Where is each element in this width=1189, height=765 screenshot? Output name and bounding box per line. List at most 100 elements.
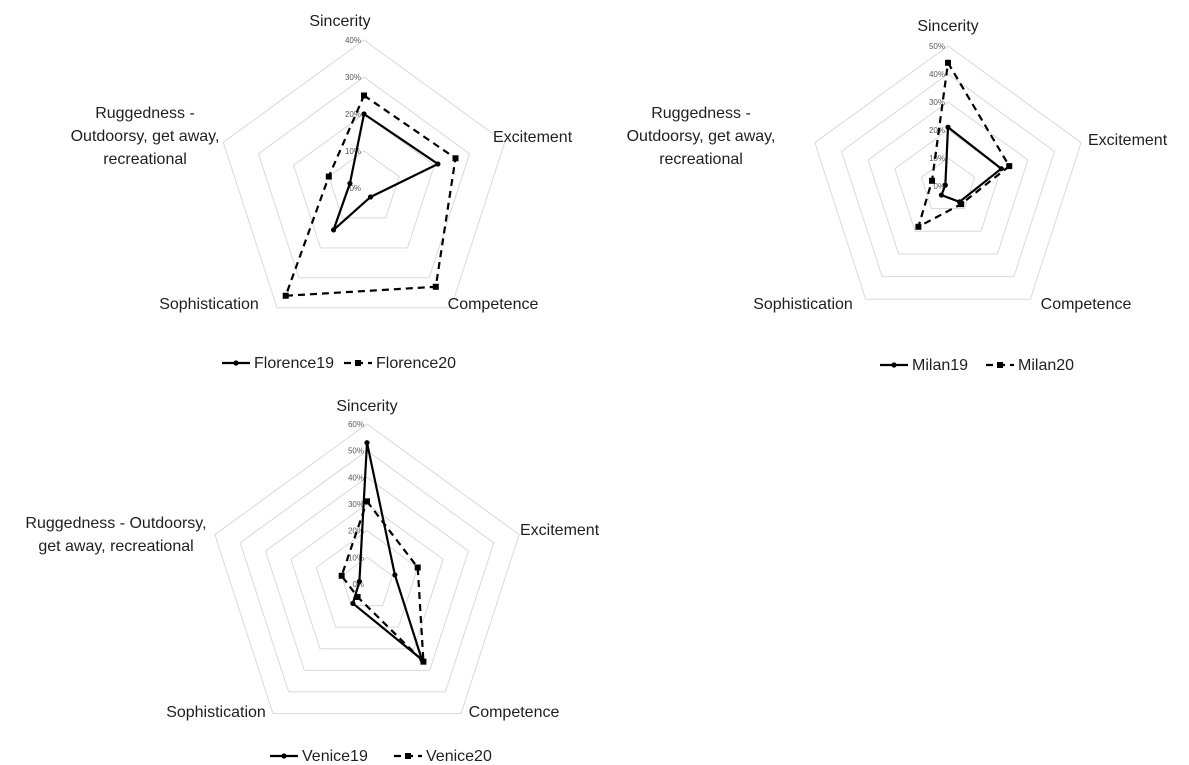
axis-label-sophistication: Sophistication <box>159 296 259 313</box>
tick-label: 50% <box>929 42 945 51</box>
data-point <box>414 564 421 571</box>
axis-label-ruggedness: Ruggedness - <box>95 105 195 122</box>
tick-label: 30% <box>929 98 945 107</box>
grid-ring <box>239 450 495 693</box>
grid-ring <box>293 113 435 249</box>
series-line <box>332 112 441 231</box>
legend: Florence19 Florence20 <box>222 355 456 372</box>
data-point <box>945 124 951 130</box>
data-point <box>356 578 362 585</box>
legend-label: Florence20 <box>376 355 456 372</box>
series-venice20 <box>338 498 427 665</box>
legend-label: Milan20 <box>1018 357 1074 374</box>
data-point <box>998 166 1004 172</box>
tick-label: 10% <box>348 553 364 562</box>
data-point <box>432 283 439 290</box>
tick-label: 20% <box>929 126 945 135</box>
axis-label-ruggedness: Ruggedness - Outdoorsy, <box>25 515 206 532</box>
data-point <box>938 192 945 198</box>
grid-ring <box>290 503 444 650</box>
data-point <box>929 177 936 184</box>
axis-label-excitement: Excitement <box>520 522 600 539</box>
tick-label: 20% <box>345 110 361 119</box>
grid-ring <box>257 76 471 279</box>
axis-label-competence: Competence <box>1041 296 1132 313</box>
legend: Milan19 Milan20 <box>880 357 1074 374</box>
legend-marker <box>891 362 897 368</box>
series-florence20 <box>282 92 459 299</box>
axis-label-competence: Competence <box>448 296 539 313</box>
legend-label: Florence19 <box>254 355 334 372</box>
grid-ring <box>341 556 393 607</box>
data-point <box>452 155 459 162</box>
grid-ring <box>840 73 1056 278</box>
radar-chart-2: 0% 10% 20% 30% 40% 50% Sincerity Excitement Comp… <box>627 18 1168 374</box>
legend-marker <box>355 360 361 366</box>
data-point <box>330 227 337 233</box>
axis-label-sophistication: Sophistication <box>166 704 266 721</box>
legend: Venice19 Venice20 <box>270 748 492 765</box>
tick-label: 40% <box>345 36 361 45</box>
series-line <box>916 59 1011 229</box>
series-venice19 <box>350 440 425 663</box>
radar-chart-1: 0% 10% 20% 30% 40% Sincerity Excitement Compete… <box>71 13 573 372</box>
data-point <box>347 180 353 187</box>
tick-label: 10% <box>929 154 945 163</box>
grid-ring <box>867 101 1029 255</box>
grid-ring <box>315 530 419 628</box>
data-point <box>361 92 367 99</box>
series-florence19 <box>330 111 441 233</box>
legend-label: Venice19 <box>302 748 368 765</box>
axis-label-ruggedness: Outdoorsy, get away, <box>627 128 776 145</box>
tick-label: 0% <box>933 182 945 191</box>
tick-label: 50% <box>348 447 364 456</box>
data-point <box>392 572 398 578</box>
axis-label-ruggedness: Ruggedness - <box>651 105 751 122</box>
series-milan20 <box>915 59 1013 230</box>
axis-label-excitement: Excitement <box>493 129 573 146</box>
tick-label: 60% <box>348 420 364 429</box>
legend-marker <box>405 753 411 759</box>
axis-label-ruggedness: recreational <box>103 151 187 168</box>
legend-label: Milan19 <box>912 357 968 374</box>
data-point <box>420 658 427 665</box>
series-milan19 <box>938 124 1004 205</box>
series-line <box>351 442 425 663</box>
data-point <box>364 498 370 505</box>
data-point <box>942 182 948 188</box>
axis-label-excitement: Excitement <box>1088 132 1168 149</box>
grid-ring <box>920 157 976 210</box>
data-point <box>367 194 374 200</box>
tick-label: 0% <box>349 184 361 193</box>
data-point <box>1006 163 1013 170</box>
axis-label-ruggedness: get away, recreational <box>38 538 193 555</box>
grid-ring <box>222 39 506 309</box>
radar-chart-3: 0%10%20%30%40%50%60%SincerityExcitementC… <box>25 398 599 765</box>
axis-label-competence: Competence <box>469 704 560 721</box>
axis-label-sincerity: Sincerity <box>336 398 397 415</box>
data-point <box>282 292 289 299</box>
data-point <box>350 600 356 607</box>
axis-label-sincerity: Sincerity <box>917 18 978 35</box>
data-point <box>435 161 441 167</box>
axis-label-sincerity: Sincerity <box>309 13 370 30</box>
axis-label-sophistication: Sophistication <box>753 296 853 313</box>
grid-ring <box>264 476 470 671</box>
tick-label: 30% <box>345 73 361 82</box>
grid-ring <box>328 150 400 219</box>
data-point <box>338 572 345 579</box>
legend-marker <box>997 362 1003 368</box>
data-point <box>915 223 922 230</box>
data-point <box>364 440 370 446</box>
axis-label-ruggedness: Outdoorsy, get away, <box>71 128 220 145</box>
data-point <box>958 201 965 208</box>
axis-label-ruggedness: recreational <box>659 151 743 168</box>
data-point <box>361 111 367 117</box>
tick-label: 10% <box>345 147 361 156</box>
series-line <box>939 125 1004 204</box>
legend-marker <box>233 360 239 366</box>
tick-label: 20% <box>348 527 364 536</box>
grid-ring <box>814 45 1082 300</box>
tick-label: 30% <box>348 500 364 509</box>
